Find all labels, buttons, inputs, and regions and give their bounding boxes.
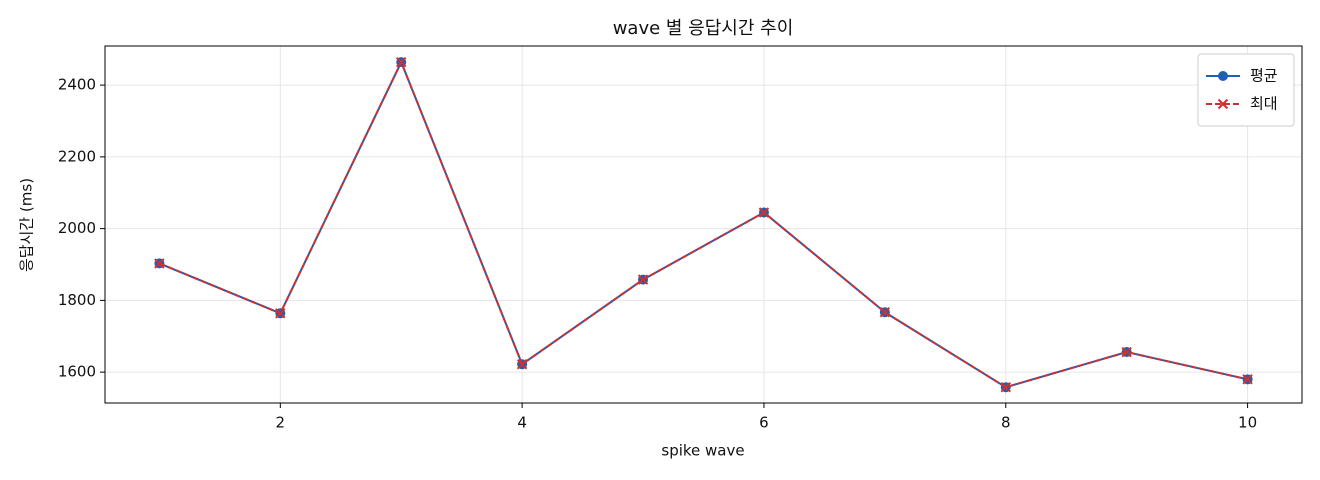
- y-tick-label: 2000: [58, 219, 96, 237]
- y-tick-label: 2400: [58, 76, 96, 94]
- x-tick-label: 8: [1001, 414, 1011, 432]
- marker: [637, 274, 649, 285]
- marker: [1000, 382, 1011, 393]
- legend-label: 평균: [1250, 67, 1278, 85]
- marker: [1242, 374, 1253, 385]
- x-tick-label: 4: [517, 414, 527, 432]
- marker: [154, 258, 165, 269]
- legend-marker: [1217, 98, 1229, 110]
- x-tick-label: 10: [1238, 414, 1257, 432]
- y-tick-label: 1600: [58, 363, 96, 381]
- x-tick-label: 2: [276, 414, 286, 432]
- legend-label: 최대: [1250, 95, 1278, 113]
- y-axis-label: 응답시간 (ms): [18, 178, 36, 272]
- marker: [1121, 346, 1132, 358]
- plot-frame: [104, 45, 1303, 404]
- chart-title: wave 별 응답시간 추이: [613, 18, 794, 39]
- marker: [516, 359, 528, 370]
- legend-box: [1197, 53, 1295, 127]
- legend-marker: [1218, 71, 1228, 81]
- marker: [879, 307, 891, 318]
- y-tick-label: 1800: [58, 291, 96, 309]
- y-tick-label: 2200: [58, 147, 96, 165]
- x-axis-label: spike wave: [661, 442, 744, 460]
- series-line: [159, 59, 1248, 389]
- x-tick-label: 6: [759, 414, 769, 432]
- marker: [758, 207, 770, 218]
- marker: [275, 308, 286, 319]
- marker: [396, 56, 407, 68]
